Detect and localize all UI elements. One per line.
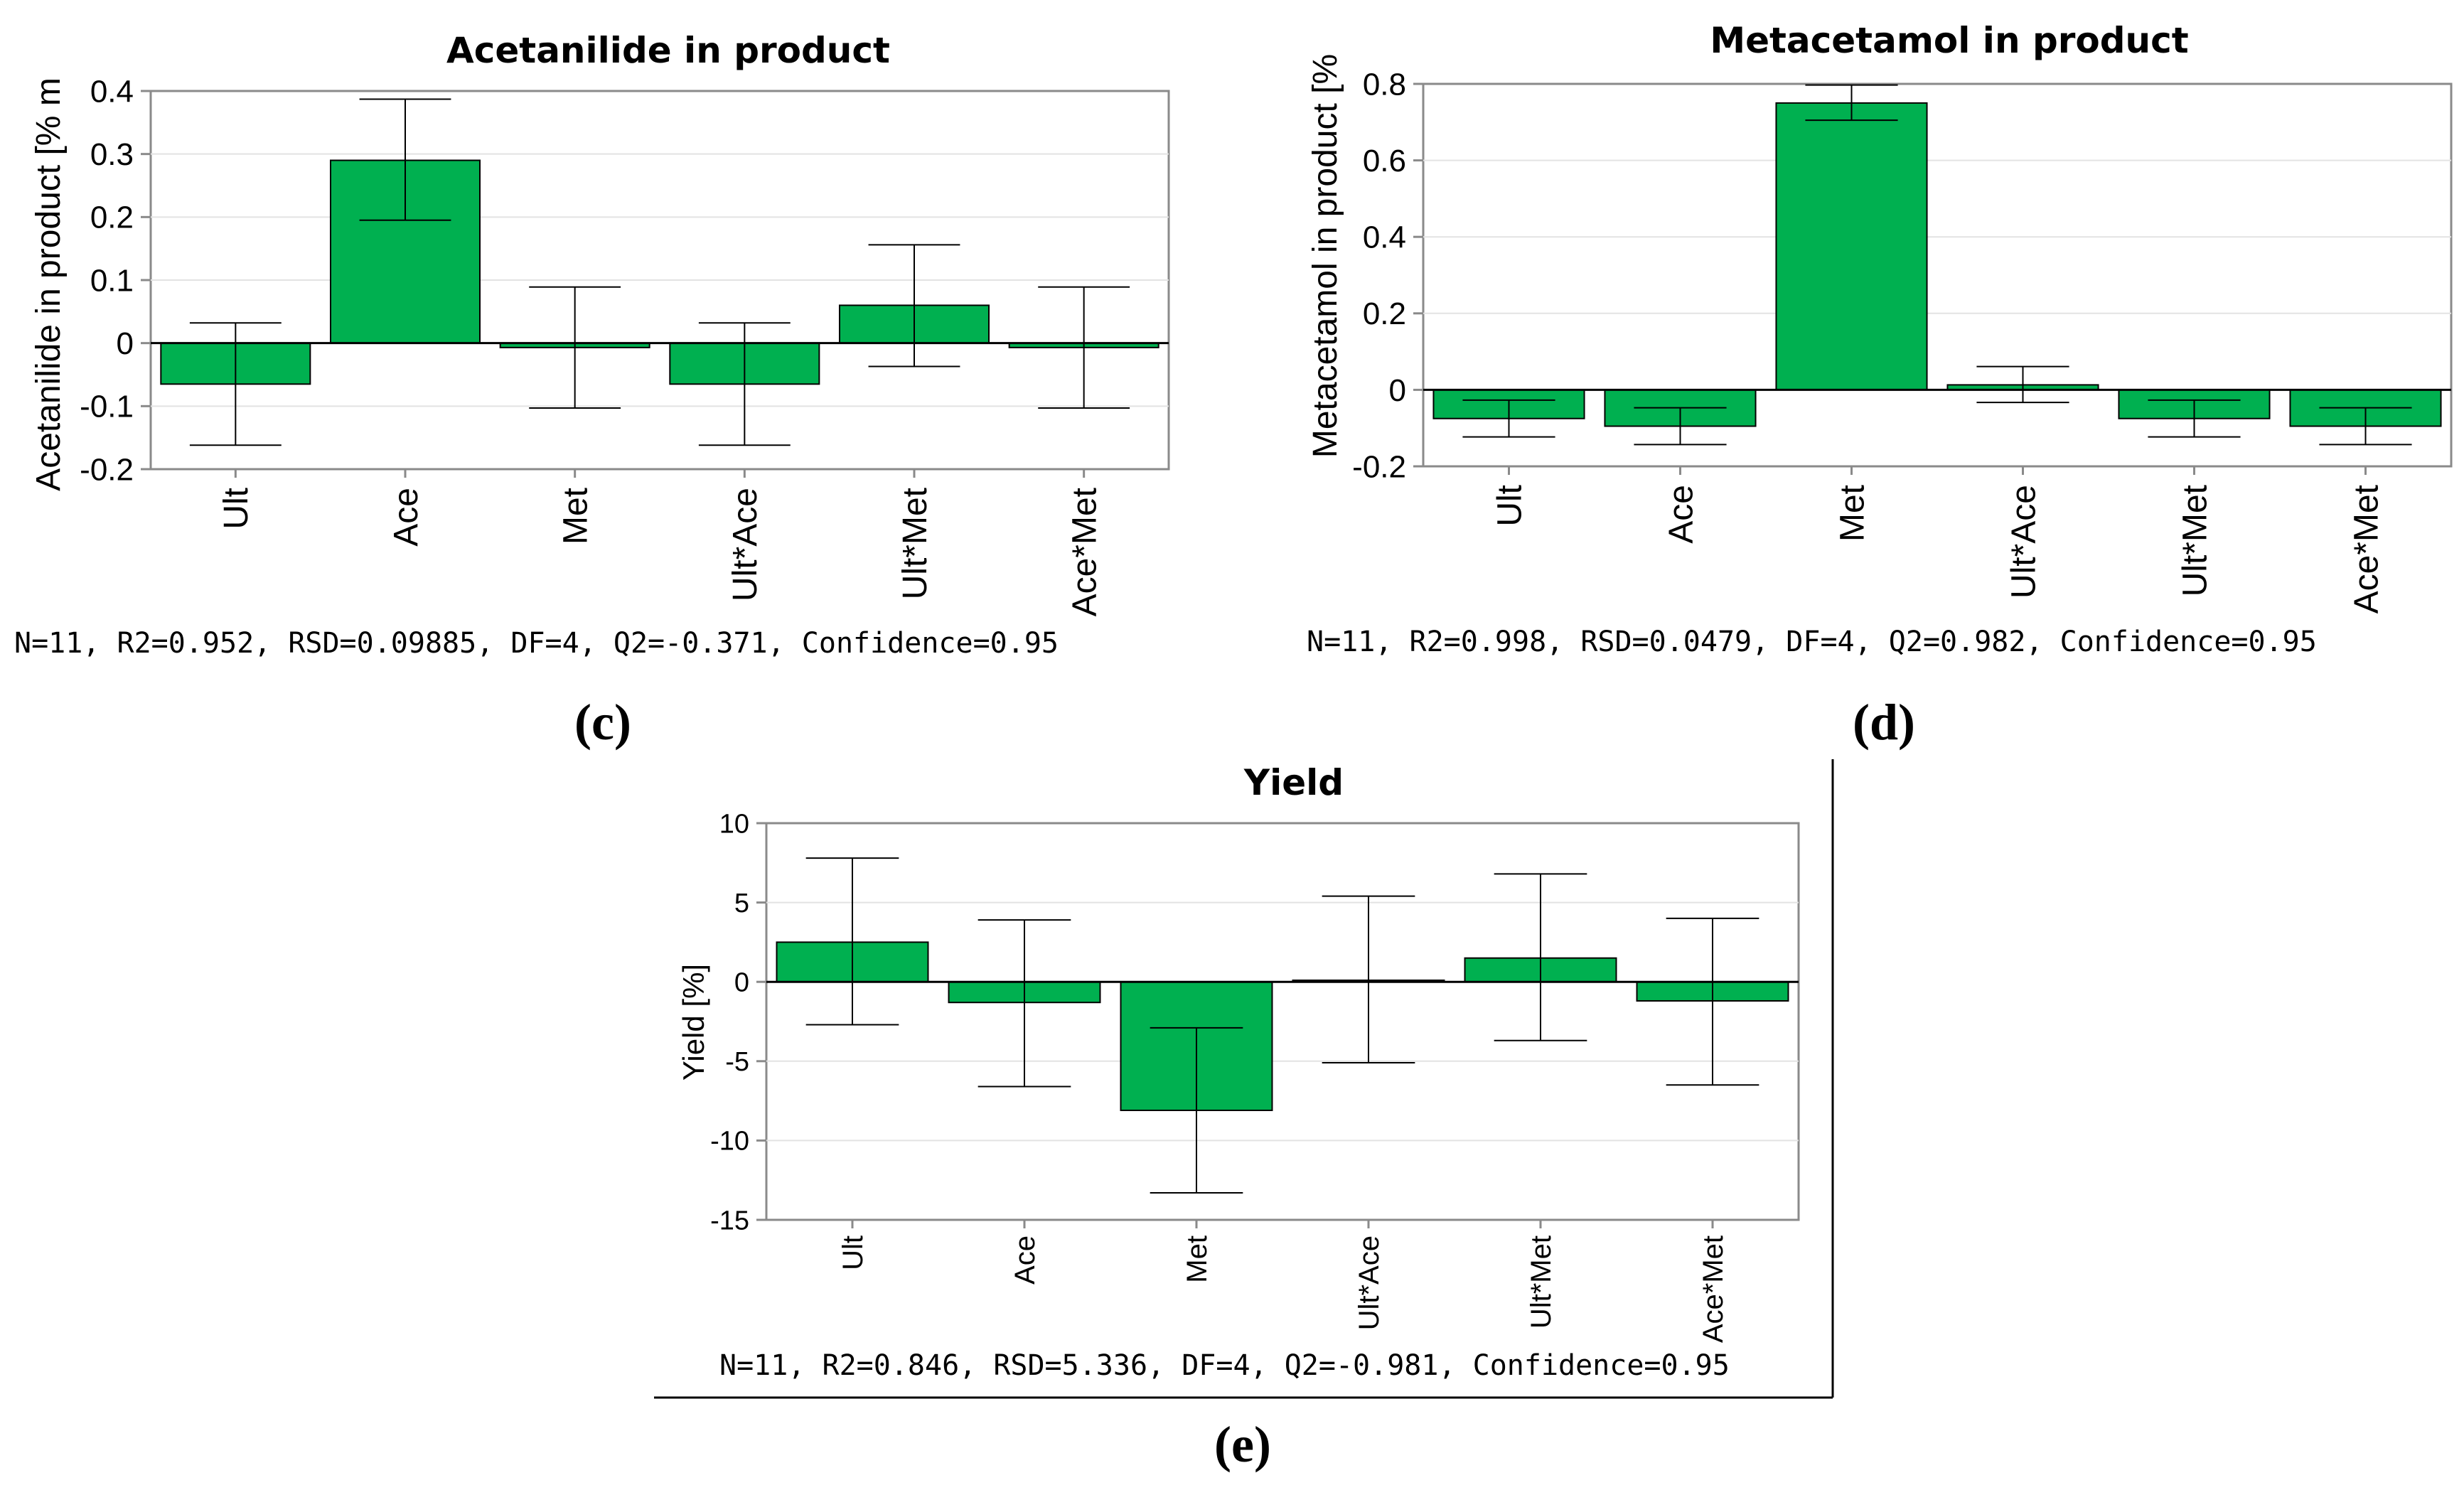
chart-title: Yield xyxy=(1243,762,1344,803)
x-tick-label: Met xyxy=(557,488,594,545)
y-tick-label: 0 xyxy=(1389,373,1406,408)
chart-metacetamol: Metacetamol in product Metacetamol in pr… xyxy=(1307,20,2453,751)
y-axis-label-group: Acetanilide in product [% m xyxy=(30,77,68,491)
y-tick-label: 0.1 xyxy=(90,263,134,298)
panel-label: (e) xyxy=(1214,1416,1271,1473)
x-tick-label: Ult*Ace xyxy=(2005,485,2042,599)
x-tick-label: Ult*Ace xyxy=(727,488,764,601)
chart-title: Metacetamol in product xyxy=(1710,20,2188,61)
y-tick-label: 0.4 xyxy=(1363,220,1406,255)
bar-met xyxy=(1775,102,1928,391)
x-tick-label: Met xyxy=(1182,1235,1213,1283)
y-tick-label: -0.2 xyxy=(80,452,134,487)
model-stats: N=11, R2=0.998, RSD=0.0479, DF=4, Q2=0.9… xyxy=(1307,626,2317,658)
y-tick-label: 0.3 xyxy=(90,137,134,172)
panel-label: (c) xyxy=(574,694,631,751)
model-stats: N=11, R2=0.846, RSD=5.336, DF=4, Q2=-0.9… xyxy=(719,1349,1730,1382)
x-tick-label: Ace*Met xyxy=(1698,1235,1729,1343)
x-tick-label: Ult*Met xyxy=(1526,1235,1557,1329)
y-tick-label: -0.2 xyxy=(1352,449,1406,484)
y-tick-label: -5 xyxy=(725,1047,749,1077)
x-tick-label: Ult xyxy=(1491,485,1528,527)
chart-yield: Yield Yield [%] N=11, R2=0.846, RSD=5.33… xyxy=(654,759,1834,1473)
x-tick-label: Met xyxy=(1833,485,1871,542)
x-tick-label: Ult*Met xyxy=(896,488,934,599)
model-stats: N=11, R2=0.952, RSD=0.09885, DF=4, Q2=-0… xyxy=(14,627,1059,660)
y-tick-label: 10 xyxy=(719,809,749,839)
chart-title: Acetanilide in product xyxy=(446,30,890,71)
plot-area xyxy=(765,822,1800,1221)
x-tick-label: Ace xyxy=(1662,485,1700,544)
y-tick-label: 0.6 xyxy=(1363,144,1406,178)
y-tick-label: 5 xyxy=(734,889,749,918)
chart-acetanilide: Acetanilide in product Acetanilide in pr… xyxy=(14,30,1170,751)
x-tick-label: Ace*Met xyxy=(1066,488,1103,616)
y-tick-label: 0.2 xyxy=(90,200,134,235)
y-axis-label: Metacetamol in product [% xyxy=(1307,54,1344,458)
x-tick-label: Ult*Met xyxy=(2176,485,2214,596)
y-axis-label-group: Yield [%] xyxy=(677,964,710,1081)
y-tick-label: 0.8 xyxy=(1363,67,1406,102)
y-tick-label: 0 xyxy=(117,326,134,361)
y-tick-label: -10 xyxy=(710,1127,749,1157)
y-tick-label: 0 xyxy=(734,968,749,998)
x-tick-label: Ult xyxy=(218,488,255,530)
y-tick-label: -15 xyxy=(710,1206,749,1235)
y-axis-label: Acetanilide in product [% m xyxy=(30,77,68,491)
y-tick-label: 0.2 xyxy=(1363,296,1406,331)
x-tick-label: Ult xyxy=(837,1235,869,1270)
y-axis-label-group: Metacetamol in product [% xyxy=(1307,54,1344,458)
x-tick-label: Ace xyxy=(387,488,425,547)
y-tick-label: 0.4 xyxy=(90,74,134,109)
panel-label: (d) xyxy=(1853,694,1915,751)
y-axis-label: Yield [%] xyxy=(677,964,710,1081)
x-tick-label: Ult*Ace xyxy=(1354,1235,1385,1330)
x-tick-label: Ace xyxy=(1009,1235,1041,1285)
y-tick-label: -0.1 xyxy=(80,390,134,424)
plot-area xyxy=(1422,82,2453,468)
x-tick-label: Ace*Met xyxy=(2347,485,2385,613)
